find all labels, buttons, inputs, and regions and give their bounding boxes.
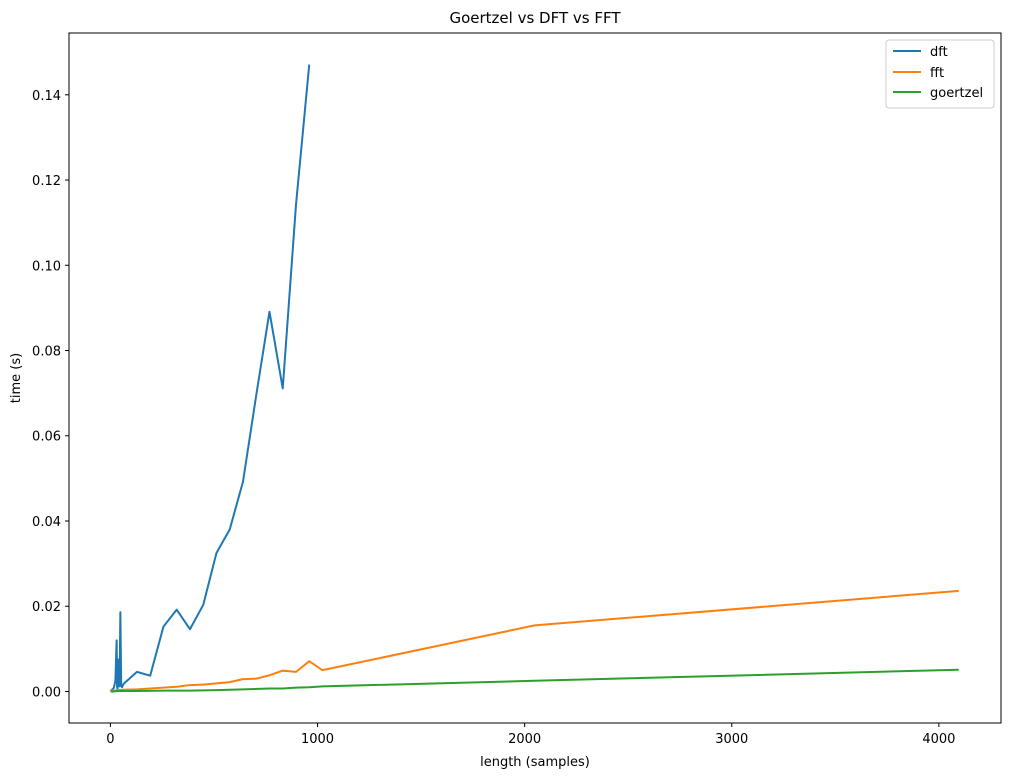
series-line-fft [109, 589, 959, 693]
plot-lines [109, 64, 959, 693]
x-axis-label: length (samples) [480, 755, 590, 770]
y-tick-label: 0.00 [32, 685, 61, 700]
x-tick-label: 1000 [301, 732, 334, 747]
y-tick-label: 0.10 [32, 259, 61, 274]
y-tick-label: 0.14 [32, 89, 61, 104]
legend-label-fft: fft [930, 66, 944, 81]
plot-frame [68, 32, 1002, 724]
chart-title: Goertzel vs DFT vs FFT [449, 9, 621, 27]
x-tick-label: 3000 [715, 732, 748, 747]
legend: dft fft goertzel [885, 39, 995, 109]
y-tick-label: 0.08 [32, 345, 61, 360]
y-tick-label: 0.12 [32, 174, 61, 189]
series-line-dft [109, 64, 311, 693]
series-line-goertzel [109, 668, 959, 693]
x-tick-label: 2000 [508, 732, 541, 747]
y-tick-label: 0.04 [32, 515, 61, 530]
x-tick-label: 0 [106, 732, 114, 747]
x-tick-label: 4000 [922, 732, 955, 747]
legend-label-goertzel: goertzel [930, 86, 983, 101]
x-axis-ticks: 0 1000 2000 3000 4000 [106, 723, 955, 747]
y-axis-label: time (s) [9, 353, 24, 403]
y-tick-label: 0.06 [32, 430, 61, 445]
y-tick-label: 0.02 [32, 600, 61, 615]
y-axis-ticks: 0.00 0.02 0.04 0.06 0.08 0.10 0.12 0.14 [32, 89, 69, 700]
legend-label-dft: dft [930, 45, 948, 60]
